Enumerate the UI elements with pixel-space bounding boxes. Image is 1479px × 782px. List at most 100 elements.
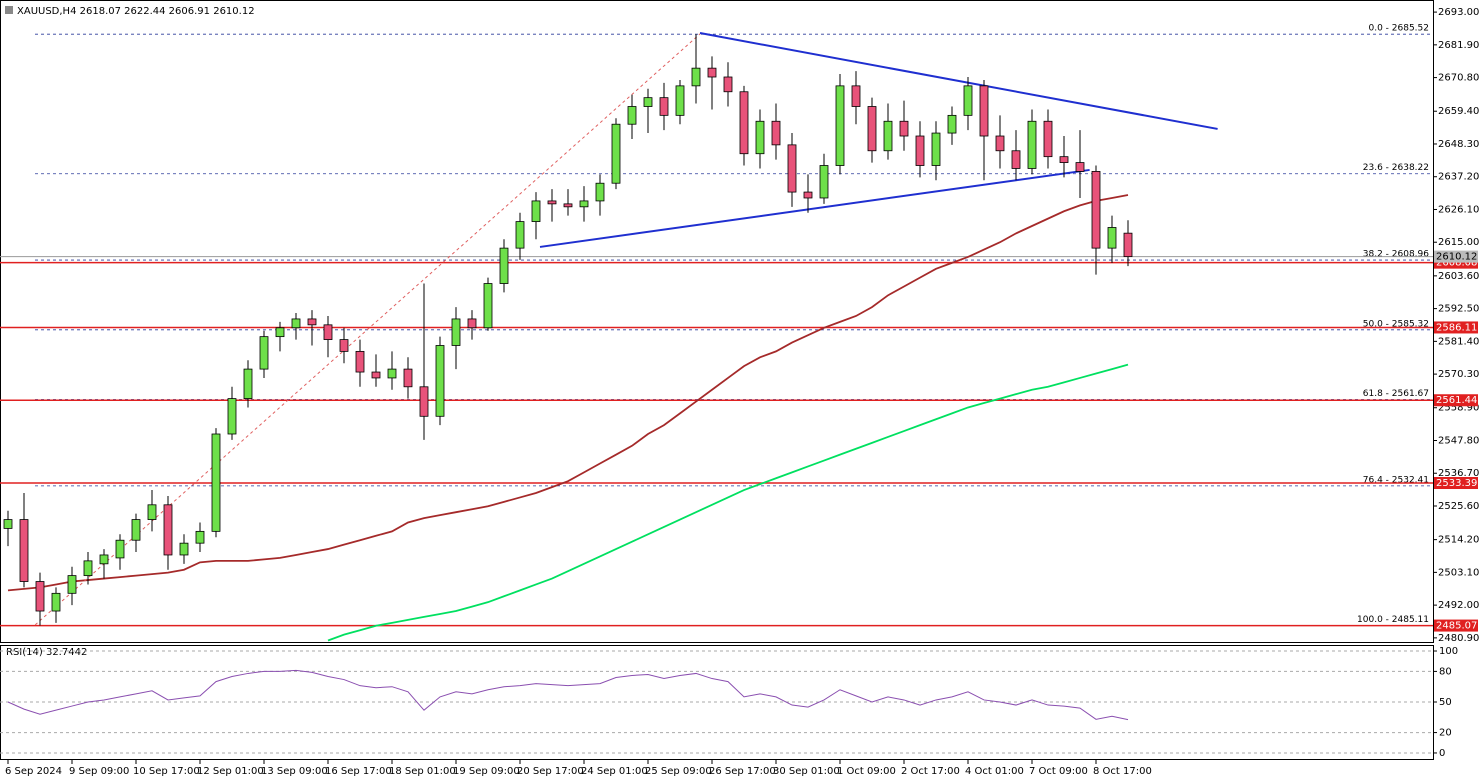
candle-body — [163, 504, 173, 556]
rsi-panel-frame — [0, 645, 1434, 760]
price-box-label: 2608.08 — [1436, 258, 1477, 269]
candle-body — [131, 519, 141, 541]
candle-body — [483, 283, 493, 329]
x-tick-label: 25 Sep 09:00 — [645, 766, 712, 777]
main-panel-frame — [0, 0, 1434, 643]
price-box — [1434, 321, 1478, 334]
x-tick-label: 30 Sep 01:00 — [773, 766, 840, 777]
price-box-label: 2485.07 — [1436, 621, 1477, 632]
candle-body — [675, 85, 685, 116]
candle-body — [819, 165, 829, 199]
candle-body — [659, 97, 669, 116]
y-tick-label: 2503.10 — [1438, 567, 1479, 578]
y-tick-label: 0 — [1439, 748, 1445, 759]
candle-body — [595, 182, 605, 202]
candle-body — [403, 368, 413, 388]
candle-body — [1059, 156, 1069, 163]
y-tick-label: 20 — [1439, 728, 1452, 739]
x-tick-label: 7 Oct 09:00 — [1029, 766, 1088, 777]
candle-body — [915, 135, 925, 166]
fib-label: 0.0 - 2685.52 — [1369, 24, 1430, 34]
candle-body — [355, 350, 365, 373]
candle-body — [755, 120, 765, 155]
price-box-label: 2586.11 — [1436, 322, 1477, 333]
y-tick-label: 2693.00 — [1438, 7, 1479, 18]
candle-body — [243, 368, 253, 399]
x-tick-label: 10 Sep 17:00 — [133, 766, 200, 777]
y-tick-label: 2581.40 — [1438, 336, 1479, 347]
chart-title: XAUUSD,H4 2618.07 2622.44 2606.91 2610.1… — [17, 6, 255, 17]
y-tick-label: 2615.00 — [1438, 237, 1479, 248]
candle-body — [803, 191, 813, 199]
symbol-icon — [5, 6, 13, 14]
candle-body — [67, 575, 77, 594]
candle-body — [979, 85, 989, 137]
candle-body — [1091, 171, 1101, 249]
candle-body — [1011, 150, 1021, 169]
moving-average — [327, 363, 1129, 642]
candle-body — [3, 519, 13, 529]
candle-body — [627, 106, 637, 125]
candle-body — [115, 539, 125, 559]
candle-body — [563, 203, 573, 208]
candle-body — [531, 200, 541, 222]
candle-body — [179, 542, 189, 556]
y-tick-label: 50 — [1439, 697, 1452, 708]
candle-body — [867, 106, 877, 152]
candle-body — [339, 339, 349, 352]
price-box — [1434, 394, 1478, 407]
candle-body — [259, 336, 269, 370]
x-tick-label: 16 Sep 17:00 — [325, 766, 392, 777]
y-tick-label: 2492.00 — [1438, 600, 1479, 611]
current-price-label: 2610.12 — [1436, 252, 1477, 263]
moving-average — [7, 194, 1129, 592]
candle-body — [883, 120, 893, 152]
price-box — [1434, 477, 1478, 490]
candle-body — [387, 368, 397, 379]
candle-body — [467, 318, 477, 329]
y-tick-label: 2681.90 — [1438, 40, 1479, 51]
x-tick-label: 6 Sep 2024 — [5, 766, 62, 777]
candle-body — [691, 67, 701, 87]
candle-body — [275, 327, 285, 338]
y-tick-label: 2558.90 — [1438, 403, 1479, 414]
x-tick-label: 19 Sep 09:00 — [453, 766, 520, 777]
candle-body — [611, 123, 621, 184]
candle-body — [963, 85, 973, 116]
fib-label: 61.8 - 2561.67 — [1363, 389, 1429, 399]
candle-body — [227, 398, 237, 435]
fib-label: 50.0 - 2585.32 — [1363, 319, 1429, 329]
y-tick-label: 2603.60 — [1438, 271, 1479, 282]
candle-body — [499, 247, 509, 284]
rsi-line — [7, 669, 1129, 721]
candle-body — [723, 76, 733, 93]
y-tick-label: 2670.80 — [1438, 73, 1479, 84]
x-tick-label: 9 Sep 09:00 — [69, 766, 129, 777]
candle-body — [899, 120, 909, 137]
candle-body — [1075, 162, 1085, 172]
candle-body — [1107, 227, 1117, 249]
trendline — [699, 32, 1218, 130]
candle-body — [83, 560, 93, 577]
candle-body — [147, 504, 157, 520]
y-tick-label: 2547.80 — [1438, 435, 1479, 446]
candle-body — [451, 318, 461, 346]
price-box-label: 2533.39 — [1436, 478, 1477, 489]
y-tick-label: 2659.40 — [1438, 106, 1479, 117]
y-tick-label: 2637.20 — [1438, 172, 1479, 183]
x-tick-label: 18 Sep 01:00 — [389, 766, 456, 777]
fib-label: 23.6 - 2638.22 — [1363, 163, 1429, 173]
candle-body — [739, 91, 749, 155]
y-tick-label: 2648.30 — [1438, 139, 1479, 150]
candle-body — [995, 135, 1005, 152]
x-tick-label: 24 Sep 01:00 — [581, 766, 648, 777]
candle-body — [211, 433, 221, 532]
x-tick-label: 13 Sep 09:00 — [261, 766, 328, 777]
fib-label: 38.2 - 2608.96 — [1363, 250, 1429, 260]
fib-label: 76.4 - 2532.41 — [1363, 475, 1429, 485]
trendline — [539, 168, 1090, 248]
x-tick-label: 1 Oct 09:00 — [837, 766, 896, 777]
candle-body — [99, 554, 109, 565]
